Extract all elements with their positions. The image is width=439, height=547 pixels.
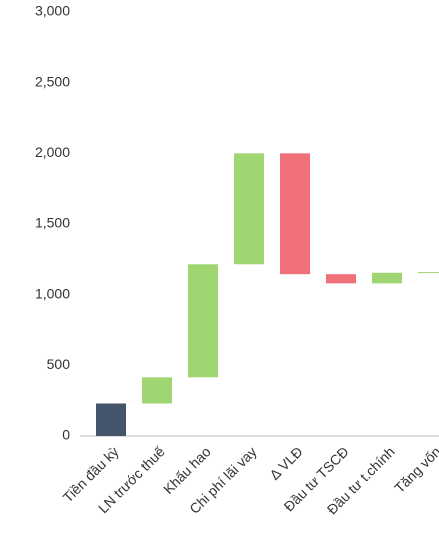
x-tick-label: Tăng vốn [391, 443, 439, 496]
bar [372, 272, 402, 284]
bar [188, 264, 218, 378]
y-tick-label: 1,500 [35, 215, 70, 231]
bar [280, 153, 310, 275]
bar [234, 153, 264, 265]
y-tick-label: 500 [47, 356, 71, 372]
y-tick-label: 2,500 [35, 73, 70, 89]
y-tick-label: 2,000 [35, 144, 70, 160]
bar [326, 274, 356, 284]
y-tick-label: 1,000 [35, 285, 70, 301]
y-tick-label: 0 [62, 427, 70, 443]
y-tick-label: 3,000 [35, 3, 70, 19]
x-tick-label: Δ VLĐ [266, 443, 305, 482]
bar [142, 377, 172, 404]
bar [96, 403, 126, 436]
bar [418, 272, 439, 274]
